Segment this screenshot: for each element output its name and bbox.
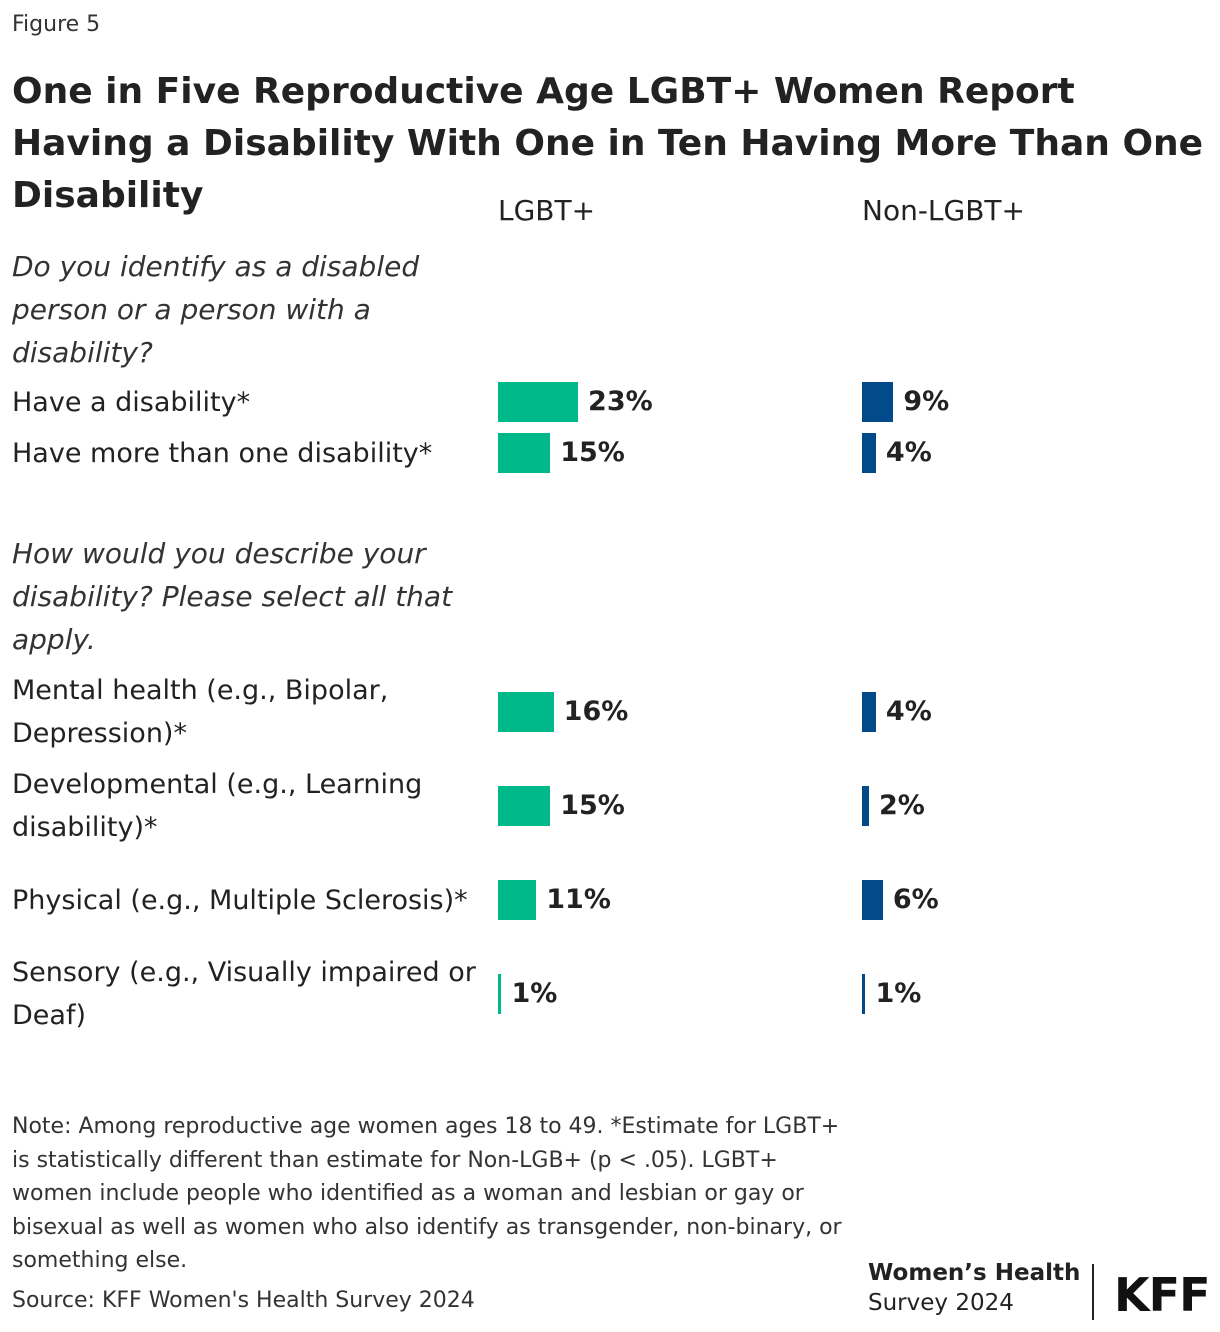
category-label: Have a disability* [12,386,251,418]
question: How would you describe your disability? … [12,537,453,656]
value-label: 6% [892,884,939,915]
bar [498,880,537,920]
bar [862,692,876,732]
source: Source: KFF Women's Health Survey 2024 [12,1288,475,1313]
category-label: Physical (e.g., Multiple Sclerosis)* [12,884,468,916]
divider [1092,1264,1094,1320]
bar [862,786,869,826]
bar [862,433,876,473]
bar [498,786,551,826]
note: Note: Among reproductive age women ages … [12,1114,842,1273]
bar [498,382,579,422]
value-label: 23% [588,386,653,417]
category-label: Sensory (e.g., Visually impaired or Deaf… [12,957,476,1031]
value-label: 4% [885,437,932,468]
brand-line: Survey 2024 [868,1290,1014,1316]
question: Do you identify as a disabled person or … [12,250,420,369]
value-label: 15% [560,437,625,468]
column-header: Non-LGBT+ [862,194,1025,227]
category-label: Mental health (e.g., Bipolar, Depression… [12,675,389,749]
value-label: 15% [560,790,625,821]
bar [498,692,554,732]
chart-title: One in Five Reproductive Age LGBT+ Women… [12,71,1204,216]
figure-label: Figure 5 [12,12,101,37]
bar [498,974,502,1014]
value-label: 16% [563,696,629,727]
category-label: Have more than one disability* [12,437,433,469]
value-label: 4% [885,696,932,727]
bar [862,880,883,920]
value-label: 1% [875,978,922,1009]
value-label: 9% [903,386,950,417]
bar [862,382,894,422]
value-label: 2% [878,790,925,821]
brand-line: Women’s Health [868,1260,1081,1286]
logo: KFF [1114,1268,1210,1322]
bar [862,974,866,1014]
bar [498,433,551,473]
value-label: 11% [546,884,611,915]
category-label: Developmental (e.g., Learning disability… [12,769,423,843]
column-header: LGBT+ [498,194,596,227]
value-label: 1% [511,978,558,1009]
